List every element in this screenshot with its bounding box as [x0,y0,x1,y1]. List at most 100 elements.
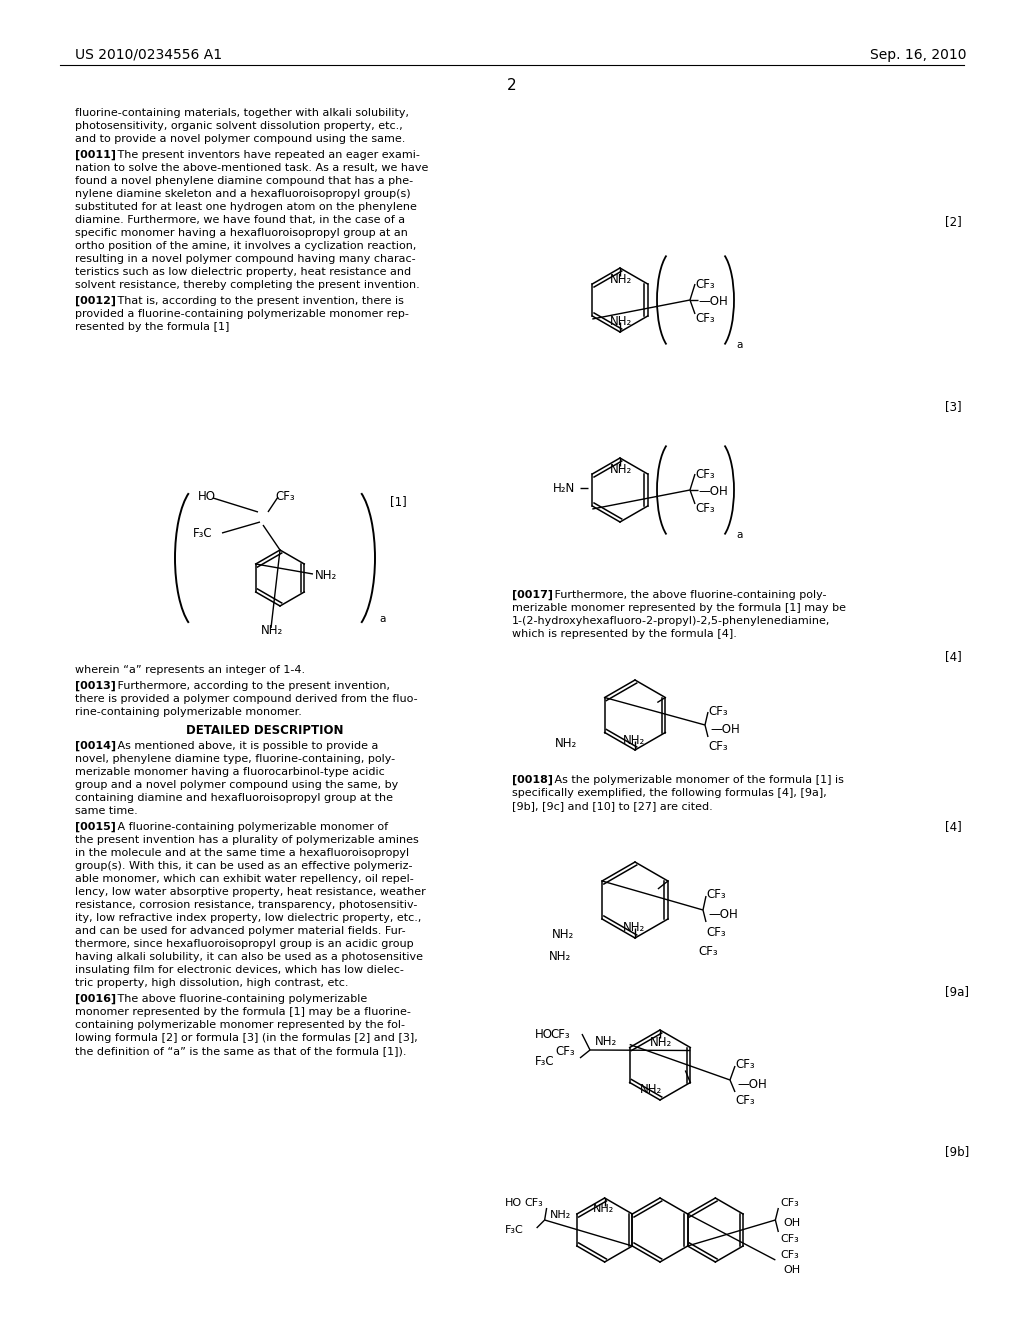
Text: [0011]: [0011] [75,150,116,160]
Text: As mentioned above, it is possible to provide a: As mentioned above, it is possible to pr… [106,741,379,751]
Text: insulating film for electronic devices, which has low dielec-: insulating film for electronic devices, … [75,965,403,975]
Text: CF₃: CF₃ [555,1045,574,1059]
Text: HO: HO [198,490,216,503]
Text: fluorine-containing materials, together with alkali solubility,: fluorine-containing materials, together … [75,108,409,117]
Text: resented by the formula [1]: resented by the formula [1] [75,322,229,333]
Text: HO: HO [535,1028,553,1041]
Text: a: a [736,531,742,540]
Text: [4]: [4] [945,649,962,663]
Text: CF₃: CF₃ [695,469,715,480]
Text: F₃C: F₃C [193,527,213,540]
Text: having alkali solubility, it can also be used as a photosensitive: having alkali solubility, it can also be… [75,952,423,962]
Text: diamine. Furthermore, we have found that, in the case of a: diamine. Furthermore, we have found that… [75,215,406,224]
Text: in the molecule and at the same time a hexafluoroisopropyl: in the molecule and at the same time a h… [75,847,410,858]
Text: The present inventors have repeated an eager exami-: The present inventors have repeated an e… [106,150,420,160]
Text: nylene diamine skeleton and a hexafluoroisopropyl group(s): nylene diamine skeleton and a hexafluoro… [75,189,411,199]
Text: CF₃: CF₃ [695,502,715,515]
Text: and to provide a novel polymer compound using the same.: and to provide a novel polymer compound … [75,135,406,144]
Text: CF₃: CF₃ [708,741,728,752]
Text: As the polymerizable monomer of the formula [1] is: As the polymerizable monomer of the form… [544,775,844,785]
Text: NH₂: NH₂ [550,1210,571,1220]
Text: group and a novel polymer compound using the same, by: group and a novel polymer compound using… [75,780,398,789]
Text: CF₃: CF₃ [550,1028,569,1041]
Text: same time.: same time. [75,807,138,816]
Text: CF₃: CF₃ [695,312,715,325]
Text: NH₂: NH₂ [650,1036,672,1049]
Text: [0018]: [0018] [512,775,553,785]
Text: [0014]: [0014] [75,741,116,751]
Text: OH: OH [783,1265,801,1275]
Text: CF₃: CF₃ [708,705,728,718]
Text: CF₃: CF₃ [706,888,726,902]
Text: substituted for at least one hydrogen atom on the phenylene: substituted for at least one hydrogen at… [75,202,417,213]
Text: ortho position of the amine, it involves a cyclization reaction,: ortho position of the amine, it involves… [75,242,417,251]
Text: [0015]: [0015] [75,822,116,833]
Text: NH₂: NH₂ [593,1204,614,1214]
Text: tric property, high dissolution, high contrast, etc.: tric property, high dissolution, high co… [75,978,348,987]
Text: group(s). With this, it can be used as an effective polymeriz-: group(s). With this, it can be used as a… [75,861,413,871]
Text: NH₂: NH₂ [610,273,632,286]
Text: the present invention has a plurality of polymerizable amines: the present invention has a plurality of… [75,836,419,845]
Text: novel, phenylene diamine type, fluorine-containing, poly-: novel, phenylene diamine type, fluorine-… [75,754,395,764]
Text: —OH: —OH [698,484,728,498]
Text: H₂N: H₂N [553,482,575,495]
Text: thermore, since hexafluoroisopropyl group is an acidic group: thermore, since hexafluoroisopropyl grou… [75,939,414,949]
Text: CF₃: CF₃ [780,1199,799,1208]
Text: [4]: [4] [945,820,962,833]
Text: ity, low refractive index property, low dielectric property, etc.,: ity, low refractive index property, low … [75,913,421,923]
Text: F₃C: F₃C [535,1055,555,1068]
Text: CF₃: CF₃ [735,1059,755,1071]
Text: CF₃: CF₃ [524,1199,544,1208]
Text: which is represented by the formula [4].: which is represented by the formula [4]. [512,630,737,639]
Text: Furthermore, the above fluorine-containing poly-: Furthermore, the above fluorine-containi… [544,590,826,601]
Text: NH₂: NH₂ [315,569,337,582]
Text: [0013]: [0013] [75,681,116,692]
Text: teristics such as low dielectric property, heat resistance and: teristics such as low dielectric propert… [75,267,411,277]
Text: CF₃: CF₃ [706,927,726,939]
Text: CF₃: CF₃ [695,279,715,290]
Text: wherein “a” represents an integer of 1-4.: wherein “a” represents an integer of 1-4… [75,665,305,675]
Text: A fluorine-containing polymerizable monomer of: A fluorine-containing polymerizable mono… [106,822,388,832]
Text: a: a [379,614,385,624]
Text: US 2010/0234556 A1: US 2010/0234556 A1 [75,48,222,62]
Text: —OH: —OH [710,723,739,737]
Text: specifically exemplified, the following formulas [4], [9a],: specifically exemplified, the following … [512,788,826,799]
Text: [0012]: [0012] [75,296,116,306]
Text: NH₂: NH₂ [595,1035,617,1048]
Text: [1]: [1] [390,495,407,508]
Text: NH₂: NH₂ [261,624,284,638]
Text: [3]: [3] [945,400,962,413]
Text: containing diamine and hexafluoroisopropyl group at the: containing diamine and hexafluoroisoprop… [75,793,393,803]
Text: there is provided a polymer compound derived from the fluo-: there is provided a polymer compound der… [75,694,418,704]
Text: merizable monomer having a fluorocarbinol-type acidic: merizable monomer having a fluorocarbino… [75,767,385,777]
Text: the definition of “a” is the same as that of the formula [1]).: the definition of “a” is the same as tha… [75,1045,407,1056]
Text: 1-(2-hydroxyhexafluoro-2-propyl)-2,5-phenylenediamine,: 1-(2-hydroxyhexafluoro-2-propyl)-2,5-phe… [512,616,830,626]
Text: a: a [736,341,742,350]
Text: CF₃: CF₃ [780,1250,799,1261]
Text: 2: 2 [507,78,517,92]
Text: lowing formula [2] or formula [3] (in the formulas [2] and [3],: lowing formula [2] or formula [3] (in th… [75,1034,418,1043]
Text: solvent resistance, thereby completing the present invention.: solvent resistance, thereby completing t… [75,280,420,290]
Text: able monomer, which can exhibit water repellency, oil repel-: able monomer, which can exhibit water re… [75,874,414,884]
Text: photosensitivity, organic solvent dissolution property, etc.,: photosensitivity, organic solvent dissol… [75,121,402,131]
Text: CF₃: CF₃ [275,490,295,503]
Text: [9a]: [9a] [945,985,969,998]
Text: —OH: —OH [708,908,737,921]
Text: resulting in a novel polymer compound having many charac-: resulting in a novel polymer compound ha… [75,253,416,264]
Text: lency, low water absorptive property, heat resistance, weather: lency, low water absorptive property, he… [75,887,426,898]
Text: resistance, corrosion resistance, transparency, photosensitiv-: resistance, corrosion resistance, transp… [75,900,418,909]
Text: F₃C: F₃C [505,1225,523,1236]
Text: NH₂: NH₂ [623,921,645,935]
Text: [0017]: [0017] [512,590,553,601]
Text: Sep. 16, 2010: Sep. 16, 2010 [870,48,967,62]
Text: CF₃: CF₃ [780,1234,799,1243]
Text: The above fluorine-containing polymerizable: The above fluorine-containing polymeriza… [106,994,368,1005]
Text: provided a fluorine-containing polymerizable monomer rep-: provided a fluorine-containing polymeriz… [75,309,409,319]
Text: merizable monomer represented by the formula [1] may be: merizable monomer represented by the for… [512,603,846,612]
Text: CF₃: CF₃ [698,945,718,958]
Text: [9b]: [9b] [945,1144,970,1158]
Text: —OH: —OH [698,294,728,308]
Text: Furthermore, according to the present invention,: Furthermore, according to the present in… [106,681,390,690]
Text: —OH: —OH [737,1078,767,1092]
Text: found a novel phenylene diamine compound that has a phe-: found a novel phenylene diamine compound… [75,176,413,186]
